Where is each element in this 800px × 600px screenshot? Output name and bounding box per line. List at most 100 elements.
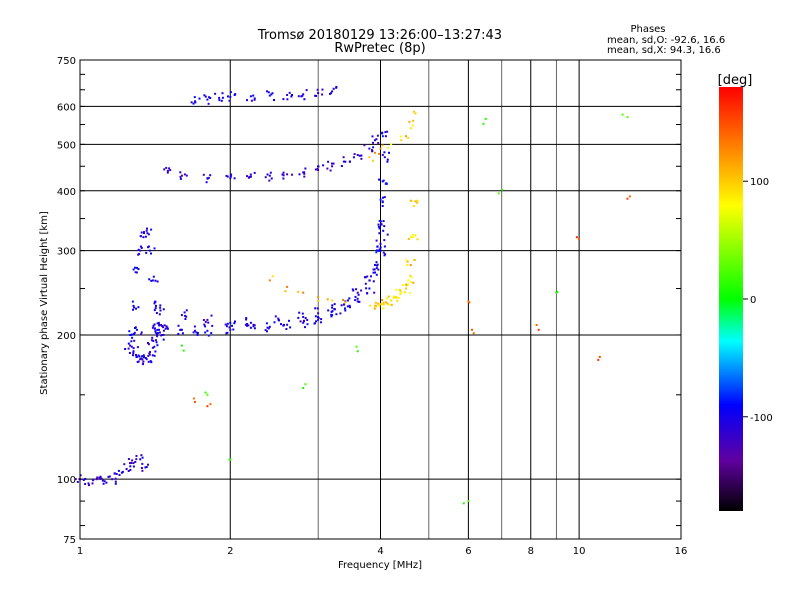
echo-point [372, 271, 375, 274]
echo-point [303, 175, 306, 178]
echo-point [268, 179, 271, 182]
echo-point [375, 273, 378, 276]
echo-point [342, 303, 345, 306]
echo-point [356, 297, 359, 300]
echo-point [301, 312, 304, 315]
echo-point [194, 329, 196, 332]
echo-point [375, 267, 378, 270]
echo-point [185, 315, 188, 318]
echo-point [304, 383, 307, 386]
echo-point [381, 153, 384, 156]
echo-point [247, 324, 250, 327]
echo-point [264, 176, 267, 179]
echo-point [142, 360, 145, 363]
x-tick-label: 8 [528, 546, 534, 557]
echo-point [246, 323, 249, 325]
echo-point [145, 466, 148, 468]
echo-point [140, 231, 143, 234]
echo-point [147, 354, 150, 357]
echo-point [472, 332, 475, 335]
echo-point [103, 480, 106, 483]
echo-point [134, 271, 137, 274]
echo-point [349, 306, 351, 309]
echo-point [135, 307, 137, 310]
echo-point [194, 400, 196, 403]
echo-point [267, 91, 270, 94]
echo-point [91, 482, 94, 485]
echo-point [407, 136, 410, 139]
echo-point [378, 304, 381, 307]
echo-point [356, 350, 359, 353]
echo-point [233, 94, 236, 96]
echo-point [364, 282, 367, 285]
chart-title: Tromsø 20180129 13:26:00–13:27:43 [257, 28, 502, 43]
echo-point [205, 181, 208, 184]
echo-point [248, 176, 251, 178]
echo-point [151, 326, 154, 329]
echo-point [291, 94, 293, 96]
echo-point [155, 304, 157, 307]
echo-point [95, 478, 98, 481]
echo-point [346, 305, 349, 308]
echo-point [410, 236, 413, 239]
echo-point [180, 174, 183, 177]
echo-point [206, 329, 209, 332]
echo-point [137, 268, 140, 271]
echo-point [136, 266, 138, 269]
colorbar [719, 87, 743, 511]
echo-point [107, 475, 110, 478]
echo-point [229, 175, 232, 178]
echo-point [277, 317, 280, 320]
echo-point [253, 97, 256, 100]
echo-point [153, 247, 156, 250]
echo-point [482, 122, 485, 125]
echo-point [153, 345, 156, 348]
echo-point [387, 303, 390, 306]
echo-point [207, 102, 210, 105]
echo-point [381, 303, 384, 306]
echo-point [210, 332, 213, 335]
echo-point [154, 331, 157, 334]
echo-point [317, 296, 320, 298]
echo-point [339, 312, 342, 315]
echo-point [332, 162, 335, 165]
echo-point [142, 236, 145, 239]
echo-point [225, 174, 228, 177]
echo-point [360, 157, 363, 160]
echo-point [226, 175, 229, 178]
echo-point [378, 219, 381, 222]
echo-point [190, 101, 193, 104]
echo-point [132, 347, 135, 350]
echo-point [282, 177, 285, 180]
echo-point [125, 468, 128, 470]
echo-point [266, 173, 269, 176]
echo-point [399, 135, 402, 138]
echo-point [375, 239, 378, 242]
echo-point [268, 279, 271, 282]
echo-point [302, 93, 305, 96]
echo-point [383, 151, 386, 154]
echo-point [114, 480, 117, 483]
echo-point [204, 331, 207, 334]
echo-point [556, 290, 559, 293]
echo-point [140, 357, 143, 360]
colorbar-tick-label: 0 [750, 295, 756, 306]
y-axis-label: Stationary phase Virtual Height [km] [39, 211, 50, 395]
echo-point [382, 307, 385, 310]
echo-point [267, 327, 270, 330]
echo-point [192, 397, 195, 400]
echo-point [168, 167, 171, 170]
echo-point [142, 356, 145, 359]
echo-point [266, 326, 269, 329]
echo-point [384, 301, 387, 304]
echo-point [374, 305, 377, 308]
echo-point [321, 88, 324, 91]
echo-point [319, 321, 322, 324]
echo-point [203, 323, 206, 326]
echo-point [179, 328, 182, 331]
echo-point [140, 246, 143, 249]
echo-point [137, 360, 140, 363]
echo-point [382, 196, 384, 199]
echo-point [407, 279, 410, 282]
echo-point [249, 95, 252, 98]
